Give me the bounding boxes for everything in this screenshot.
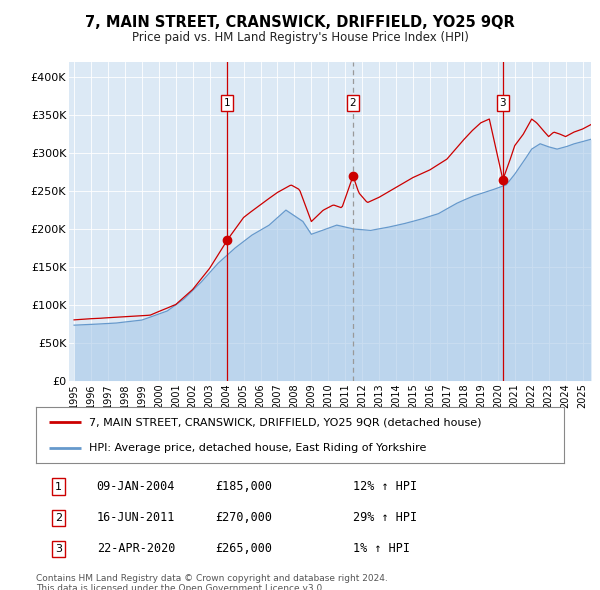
Text: 2: 2 (55, 513, 62, 523)
Text: 09-JAN-2004: 09-JAN-2004 (97, 480, 175, 493)
Text: 12% ↑ HPI: 12% ↑ HPI (353, 480, 417, 493)
Text: 2: 2 (350, 99, 356, 109)
Text: £270,000: £270,000 (215, 511, 272, 525)
Text: 29% ↑ HPI: 29% ↑ HPI (353, 511, 417, 525)
Text: Contains HM Land Registry data © Crown copyright and database right 2024.: Contains HM Land Registry data © Crown c… (36, 574, 388, 583)
Text: 3: 3 (55, 544, 62, 554)
Text: 1% ↑ HPI: 1% ↑ HPI (353, 542, 410, 555)
Text: 22-APR-2020: 22-APR-2020 (97, 542, 175, 555)
Text: £265,000: £265,000 (215, 542, 272, 555)
Text: This data is licensed under the Open Government Licence v3.0.: This data is licensed under the Open Gov… (36, 584, 325, 590)
Text: 3: 3 (500, 99, 506, 109)
Text: 1: 1 (55, 481, 62, 491)
Text: 1: 1 (224, 99, 230, 109)
Text: Price paid vs. HM Land Registry's House Price Index (HPI): Price paid vs. HM Land Registry's House … (131, 31, 469, 44)
Text: HPI: Average price, detached house, East Riding of Yorkshire: HPI: Average price, detached house, East… (89, 443, 426, 453)
Text: £185,000: £185,000 (215, 480, 272, 493)
Text: 7, MAIN STREET, CRANSWICK, DRIFFIELD, YO25 9QR: 7, MAIN STREET, CRANSWICK, DRIFFIELD, YO… (85, 15, 515, 30)
Text: 16-JUN-2011: 16-JUN-2011 (97, 511, 175, 525)
Text: 7, MAIN STREET, CRANSWICK, DRIFFIELD, YO25 9QR (detached house): 7, MAIN STREET, CRANSWICK, DRIFFIELD, YO… (89, 417, 481, 427)
